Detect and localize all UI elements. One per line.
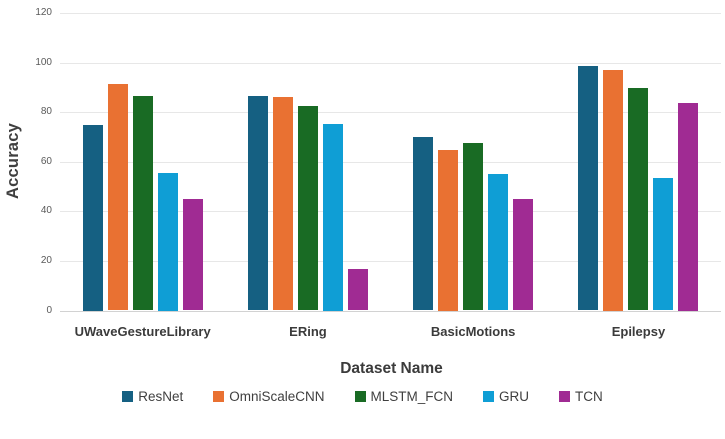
bar-TCN-UWaveGestureLibrary bbox=[182, 199, 203, 311]
x-axis-line bbox=[60, 310, 721, 312]
legend-label: TCN bbox=[575, 389, 603, 404]
legend-swatch-icon bbox=[354, 391, 366, 402]
bar-GRU-Epilepsy bbox=[653, 177, 674, 311]
legend-label: OmniScaleCNN bbox=[229, 389, 325, 404]
bar-MLSTM_FCN-UWaveGestureLibrary bbox=[132, 96, 153, 311]
bar-MLSTM_FCN-Epilepsy bbox=[628, 87, 649, 311]
legend-label: MLSTM_FCN bbox=[370, 389, 454, 404]
legend-item-TCN: TCN bbox=[559, 389, 603, 404]
legend-swatch-icon bbox=[122, 391, 134, 402]
gridline-y120 bbox=[60, 13, 721, 15]
y-tick-label-0: 0 bbox=[46, 304, 52, 316]
y-tick-label-40: 40 bbox=[40, 205, 52, 217]
bar-TCN-BasicMotions bbox=[513, 199, 534, 311]
legend-label: ResNet bbox=[138, 389, 184, 404]
bar-OmniScaleCNN-UWaveGestureLibrary bbox=[107, 83, 128, 311]
legend-swatch-icon bbox=[483, 391, 495, 402]
bar-MLSTM_FCN-ERing bbox=[297, 105, 318, 311]
gridline-y20 bbox=[60, 261, 721, 262]
bar-GRU-BasicMotions bbox=[488, 174, 509, 311]
y-tick-label-120: 120 bbox=[35, 7, 52, 19]
x-axis-title: Dataset Name bbox=[340, 360, 443, 377]
x-category-label-UWaveGestureLibrary: UWaveGestureLibrary bbox=[74, 324, 211, 339]
bar-TCN-Epilepsy bbox=[678, 102, 699, 311]
legend: ResNet OmniScaleCNN MLSTM_FCN GRU TCN bbox=[0, 389, 725, 404]
legend-label: GRU bbox=[499, 389, 530, 404]
bar-ResNet-BasicMotions bbox=[413, 137, 434, 311]
bar-OmniScaleCNN-ERing bbox=[272, 96, 293, 311]
bar-MLSTM_FCN-BasicMotions bbox=[463, 143, 484, 311]
legend-swatch-icon bbox=[213, 391, 225, 402]
bar-ResNet-UWaveGestureLibrary bbox=[82, 124, 103, 311]
legend-item-MLSTM_FCN: MLSTM_FCN bbox=[354, 389, 454, 404]
x-category-label-BasicMotions: BasicMotions bbox=[430, 324, 516, 339]
y-tick-label-100: 100 bbox=[35, 56, 52, 68]
legend-item-ResNet: ResNet bbox=[122, 389, 183, 404]
bar-ResNet-Epilepsy bbox=[578, 66, 599, 311]
x-category-label-ERing: ERing bbox=[289, 324, 327, 339]
bar-OmniScaleCNN-BasicMotions bbox=[438, 149, 459, 311]
y-tick-label-80: 80 bbox=[40, 106, 52, 118]
bar-OmniScaleCNN-Epilepsy bbox=[603, 70, 624, 311]
bar-GRU-ERing bbox=[322, 123, 343, 311]
gridline-y100 bbox=[60, 62, 721, 64]
legend-item-GRU: GRU bbox=[483, 389, 529, 404]
legend-swatch-icon bbox=[559, 391, 571, 402]
gridline-y60 bbox=[60, 161, 721, 163]
x-category-label-Epilepsy: Epilepsy bbox=[611, 324, 666, 339]
y-tick-label-60: 60 bbox=[40, 155, 52, 167]
gridline-y80 bbox=[60, 112, 721, 114]
bar-GRU-UWaveGestureLibrary bbox=[157, 173, 178, 311]
legend-item-OmniScaleCNN: OmniScaleCNN bbox=[213, 389, 325, 404]
y-tick-label-20: 20 bbox=[40, 255, 52, 266]
bar-TCN-ERing bbox=[347, 269, 368, 311]
gridline-y40 bbox=[60, 211, 721, 213]
bar-ResNet-ERing bbox=[247, 95, 268, 311]
